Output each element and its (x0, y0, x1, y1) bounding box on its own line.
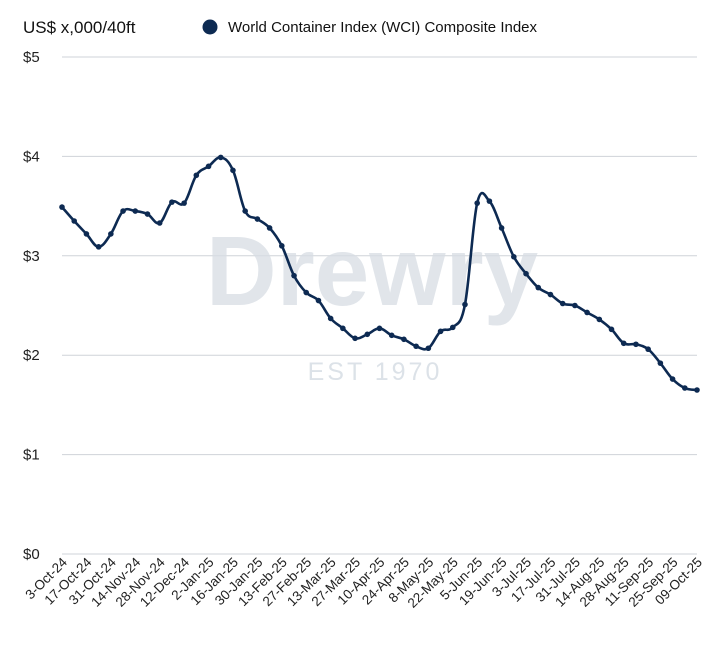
data-point (303, 289, 310, 296)
data-point (315, 297, 322, 304)
x-axis-ticks: 3-Oct-2417-Oct-2431-Oct-2414-Nov-2428-No… (22, 554, 705, 611)
data-point (230, 167, 236, 174)
legend-marker (202, 19, 218, 35)
y-tick-label: $5 (23, 49, 40, 66)
data-point (608, 326, 615, 333)
gridlines (62, 56, 697, 555)
y-tick-label: $2 (23, 347, 40, 364)
series-layer (59, 154, 700, 393)
data-point (144, 211, 151, 217)
data-point (523, 270, 529, 277)
data-point (511, 253, 517, 260)
data-point (83, 231, 90, 237)
data-point (352, 335, 358, 342)
y-tick-label: $3 (23, 248, 40, 265)
legend-label: World Container Index (WCI) Composite In… (228, 19, 538, 36)
data-point (559, 300, 566, 307)
y-tick-label: $1 (23, 447, 40, 464)
data-point (181, 200, 187, 206)
data-point (254, 216, 261, 222)
data-point (376, 325, 383, 332)
data-point (584, 309, 590, 316)
watermark-est-text: EST 1970 (308, 358, 443, 386)
data-point (193, 172, 200, 179)
y-tick-label: $0 (23, 546, 40, 563)
data-point (620, 340, 627, 347)
data-point (474, 200, 480, 206)
data-point (120, 208, 126, 214)
data-point (132, 208, 139, 214)
data-point (108, 231, 114, 237)
data-point (279, 243, 285, 249)
data-point (596, 316, 603, 323)
data-point (681, 385, 688, 391)
data-point (413, 343, 419, 350)
y-tick-label: $4 (23, 148, 40, 165)
data-point (669, 376, 676, 382)
data-point (217, 154, 224, 161)
data-point (535, 284, 542, 291)
data-point (71, 218, 78, 224)
data-point (425, 345, 432, 352)
y-axis-unit-label: US$ x,000/40ft (23, 18, 136, 37)
data-point (449, 324, 456, 331)
data-point (95, 244, 102, 250)
data-point (486, 198, 493, 204)
data-point (645, 346, 651, 353)
data-point (327, 315, 334, 322)
data-point (242, 208, 248, 214)
data-point (156, 220, 163, 226)
data-point (547, 291, 554, 298)
data-point (657, 360, 664, 366)
data-point (694, 387, 700, 393)
data-point (572, 302, 578, 309)
data-point (59, 204, 65, 210)
data-point (169, 199, 175, 205)
legend: World Container Index (WCI) Composite In… (202, 19, 538, 36)
data-point (462, 301, 468, 308)
data-point (633, 341, 639, 348)
data-point (340, 325, 346, 332)
data-point (205, 163, 212, 170)
data-point (364, 331, 371, 338)
watermark: Drewry EST 1970 (206, 216, 538, 386)
data-point (437, 328, 444, 335)
data-point (291, 272, 297, 279)
data-point (388, 332, 395, 339)
data-point (401, 336, 407, 343)
watermark-logo-text: Drewry (206, 216, 538, 326)
data-point (266, 225, 273, 231)
y-axis-ticks: $0 $1 $2 $3 $4 $5 (23, 49, 40, 563)
data-point (498, 225, 505, 231)
